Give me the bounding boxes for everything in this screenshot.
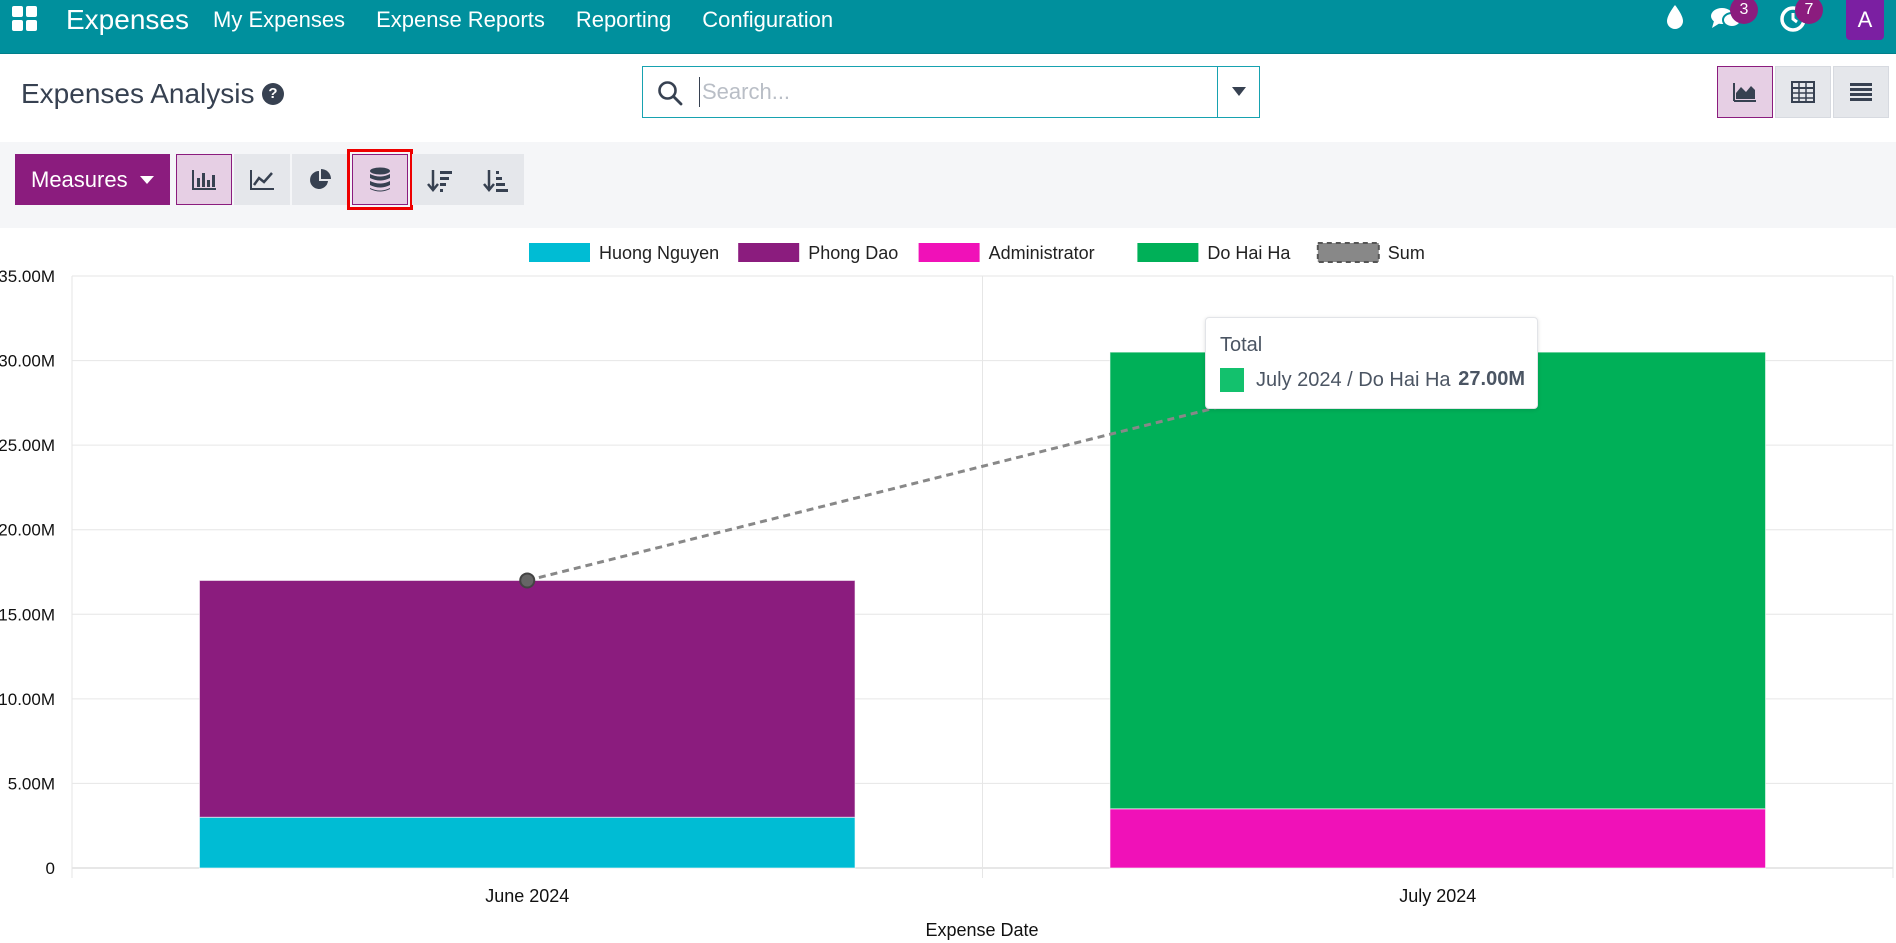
stacked-toggle-button[interactable] xyxy=(347,149,413,210)
y-tick-label: 10.00M xyxy=(0,690,55,709)
y-tick-label: 20.00M xyxy=(0,521,55,540)
y-tick-label: 15.00M xyxy=(0,605,55,624)
sort-ascending-icon xyxy=(483,169,508,192)
sum-point xyxy=(519,572,536,589)
bar-chart-icon xyxy=(192,169,216,190)
area-chart-icon xyxy=(1733,83,1756,102)
view-pivot-button[interactable] xyxy=(1775,66,1831,118)
y-axis-ticks: 0 5.00M 10.00M 15.00M 20.00M 25.00M 30.00M 35.0… xyxy=(0,267,55,878)
menu-reporting[interactable]: Reporting xyxy=(575,7,672,32)
caret-down-icon xyxy=(1232,87,1246,96)
legend-swatch xyxy=(1316,242,1380,263)
legend-label: Huong Nguyen xyxy=(599,243,719,263)
chart-legend: Huong Nguyen Phong Dao Administrator Do Hai… xyxy=(529,242,1425,263)
sort-descending-icon xyxy=(427,169,452,192)
tooltip-label: July 2024 / Do Hai Ha xyxy=(1256,369,1451,391)
main-menu: My Expenses Expense Reports Reporting Co… xyxy=(213,6,864,34)
control-panel-top: Expenses Analysis ? xyxy=(0,54,1896,142)
legend-swatch xyxy=(529,243,590,262)
y-tick-label: 0 xyxy=(46,859,55,878)
tooltip-title: Total xyxy=(1220,334,1263,356)
measures-label: Measures xyxy=(31,167,128,192)
help-icon[interactable]: ? xyxy=(262,83,284,105)
user-avatar[interactable]: A xyxy=(1846,0,1884,40)
measures-button[interactable]: Measures xyxy=(15,154,170,205)
activities-badge: 7 xyxy=(1795,0,1823,24)
menu-expense-reports[interactable]: Expense Reports xyxy=(376,7,545,32)
legend-label: Sum xyxy=(1388,243,1425,263)
sort-descending-button[interactable] xyxy=(412,154,468,205)
top-navbar: Expenses My Expenses Expense Reports Rep… xyxy=(0,0,1896,54)
tooltip-value: 27.00M xyxy=(1458,368,1525,390)
messages-badge: 3 xyxy=(1730,0,1758,24)
x-tick-label: June 2024 xyxy=(485,886,569,906)
expenses-bar-chart: 0 5.00M 10.00M 15.00M 20.00M 25.00M 30.00M 35.0… xyxy=(0,242,1894,940)
y-tick-label: 30.00M xyxy=(0,352,55,371)
view-list-button[interactable] xyxy=(1833,66,1889,118)
search-input[interactable] xyxy=(699,77,1199,107)
line-chart-icon xyxy=(250,169,274,190)
search-options-toggle[interactable] xyxy=(1217,67,1260,117)
water-drop-icon[interactable] xyxy=(1665,4,1685,30)
legend-label: Administrator xyxy=(989,243,1095,263)
line-chart-button[interactable] xyxy=(234,154,290,205)
table-grid-icon xyxy=(1791,81,1815,103)
chart-bars xyxy=(198,351,1767,869)
database-stack-icon xyxy=(370,167,390,191)
y-tick-label: 35.00M xyxy=(0,267,55,286)
bar-segment xyxy=(1109,351,1767,810)
view-graph-button[interactable] xyxy=(1717,66,1773,118)
apps-grid-icon[interactable] xyxy=(12,6,40,34)
legend-label: Do Hai Ha xyxy=(1207,243,1291,263)
search-bar xyxy=(642,66,1260,118)
list-icon xyxy=(1850,83,1872,101)
graph-toolbar: Measures xyxy=(0,142,1896,228)
tooltip-color-swatch xyxy=(1220,368,1244,392)
chart-tooltip: Total July 2024 / Do Hai Ha 27.00M xyxy=(1205,317,1538,409)
x-axis-ticks: June 2024 July 2024 xyxy=(485,886,1476,906)
bar-segment xyxy=(198,816,856,869)
menu-configuration[interactable]: Configuration xyxy=(702,7,834,32)
bar-chart-button[interactable] xyxy=(176,154,232,205)
y-tick-label: 5.00M xyxy=(8,774,55,793)
bar-segment xyxy=(1109,808,1767,869)
pie-chart-icon xyxy=(310,168,331,189)
legend-label: Phong Dao xyxy=(808,243,898,263)
y-tick-label: 25.00M xyxy=(0,436,55,455)
search-icon xyxy=(658,81,683,106)
pie-chart-button[interactable] xyxy=(292,154,348,205)
app-brand[interactable]: Expenses xyxy=(66,4,189,35)
menu-my-expenses[interactable]: My Expenses xyxy=(213,7,346,32)
x-axis-title: Expense Date xyxy=(925,920,1038,940)
bar-segment xyxy=(198,579,856,818)
caret-down-icon xyxy=(140,176,154,184)
legend-swatch xyxy=(1137,243,1199,262)
x-tick-label: July 2024 xyxy=(1399,886,1476,906)
sort-ascending-button[interactable] xyxy=(468,154,524,205)
legend-swatch xyxy=(738,243,800,262)
page-title: Expenses Analysis xyxy=(21,78,255,109)
legend-swatch xyxy=(918,243,980,262)
